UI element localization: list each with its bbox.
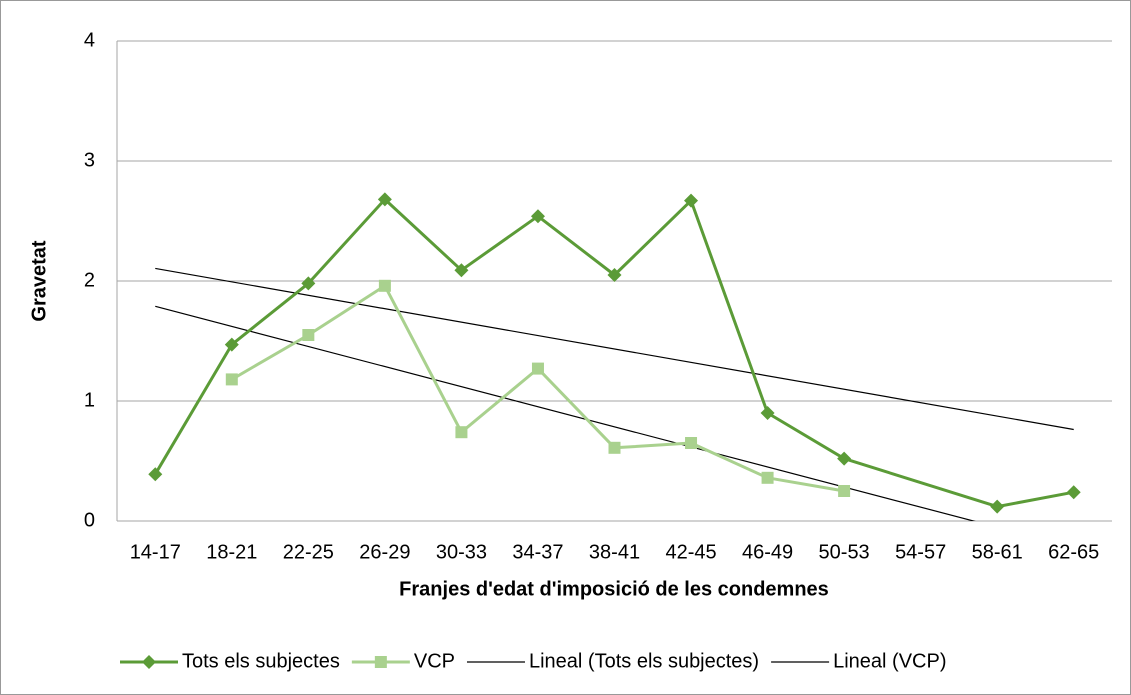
marker: [530, 209, 545, 224]
marker: [302, 329, 315, 341]
marker: [224, 337, 239, 352]
marker: [685, 437, 698, 449]
x-tick-label: 46-49: [742, 541, 793, 563]
marker: [531, 362, 544, 375]
legend-label: Lineal (Tots els subjectes): [529, 650, 759, 672]
y-axis-title: Gravetat: [28, 240, 50, 321]
x-axis-title: Franjes d'edat d'imposició de les condem…: [399, 578, 829, 600]
x-tick-label: 38-41: [589, 541, 640, 563]
legend-marker: [142, 655, 156, 669]
y-tick-label: 0: [84, 509, 95, 531]
marker: [301, 276, 316, 291]
x-tick-label: 14-17: [130, 541, 181, 563]
series-line: [153, 197, 845, 475]
marker: [455, 426, 468, 439]
trendlines: [155, 267, 1074, 521]
x-tick-label: 30-33: [436, 541, 487, 563]
marker: [607, 268, 622, 282]
marker: [760, 406, 775, 420]
legend-label: VCP: [414, 650, 455, 672]
legend-marker: [374, 656, 387, 668]
y-tick-label: 1: [84, 389, 95, 411]
x-tick-label: 58-61: [972, 541, 1023, 563]
x-tick-label: 22-25: [283, 541, 334, 563]
y-tick-label: 3: [84, 149, 95, 171]
marker: [838, 485, 851, 497]
x-tick-label: 18-21: [206, 541, 257, 563]
marker: [761, 471, 774, 484]
x-tick-label: 42-45: [665, 541, 716, 563]
x-tick-label: 26-29: [359, 541, 410, 563]
marker: [684, 193, 699, 208]
marker: [225, 373, 238, 386]
legend-label: Tots els subjectes: [182, 650, 340, 672]
y-tick-label: 2: [84, 269, 95, 291]
marker: [990, 499, 1005, 514]
x-tick-label: 50-53: [819, 541, 870, 563]
trendline: [155, 267, 1074, 431]
marker: [608, 441, 621, 454]
x-tick-label: 62-65: [1048, 541, 1099, 563]
x-tick-label: 34-37: [512, 541, 563, 563]
marker: [837, 451, 852, 466]
series-line: [996, 490, 1075, 509]
marker: [378, 279, 391, 292]
marker: [148, 467, 163, 482]
legend-label: Lineal (VCP): [833, 650, 946, 672]
marker: [377, 192, 392, 207]
trendline: [155, 305, 976, 521]
x-tick-label: 54-57: [895, 541, 946, 563]
gap-connector: [843, 457, 998, 509]
marker: [1066, 485, 1081, 500]
marker: [454, 263, 469, 278]
y-tick-label: 4: [84, 29, 95, 51]
